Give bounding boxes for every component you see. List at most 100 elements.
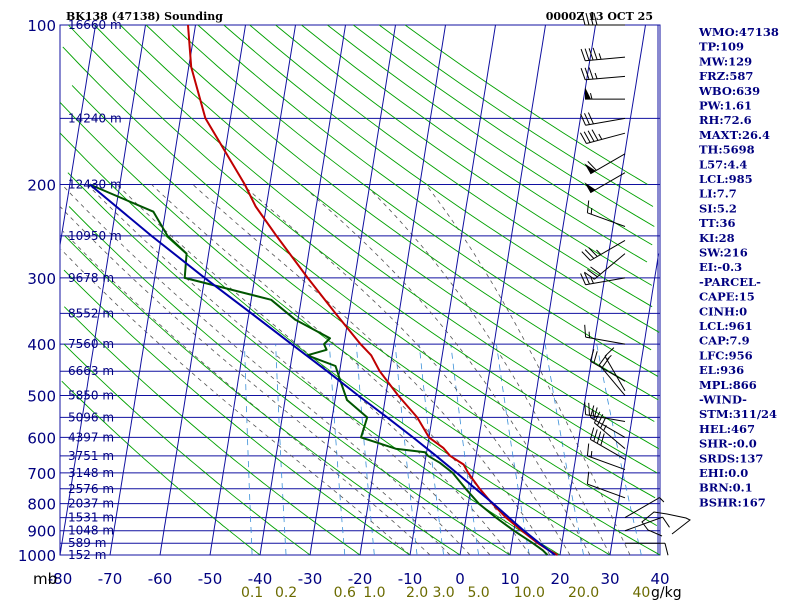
barb-flag [589, 427, 595, 440]
barb-half [590, 451, 593, 458]
pressure-tick-label: 500 [27, 388, 56, 406]
height-label: 8552 m [68, 306, 114, 320]
moist-adiabat [364, 184, 611, 556]
temperature-tick-label: -50 [198, 570, 223, 588]
dry-adiabat [64, 235, 461, 556]
mixing-ratio-tick-label: 40 [632, 585, 650, 600]
mixing-ratio-line [450, 344, 479, 556]
temperature-tick-label: 0 [455, 570, 465, 588]
barb-shaft [587, 483, 626, 499]
dry-adiabat [63, 343, 311, 556]
mixing-ratio-tick-label: 5.0 [467, 585, 489, 600]
temperature-tick-label: 30 [600, 570, 619, 588]
wind-barb [586, 443, 626, 471]
wind-barb [584, 153, 626, 175]
barb-flag [587, 161, 597, 171]
index-line: -WIND- [699, 393, 747, 407]
barb-flag [581, 251, 591, 261]
barb-flag [593, 407, 598, 420]
barb-flag [584, 324, 587, 338]
barb-flag [581, 12, 586, 26]
temperature-tick-label: 10 [500, 570, 519, 588]
wind-barb [584, 253, 626, 280]
barb-flag [588, 48, 594, 61]
sounding-traces [89, 24, 558, 556]
barb-shaft [590, 172, 626, 194]
height-label: 12430 m [68, 178, 122, 192]
isotherm [459, 24, 546, 556]
barb-half [598, 133, 603, 140]
wind-barb [589, 349, 626, 382]
hodograph-trace [641, 511, 691, 537]
barb-shaft [585, 117, 626, 126]
wind-barb [580, 47, 626, 62]
mixing-ratio-lines [244, 344, 642, 556]
dry-adiabat [404, 24, 648, 185]
dry-adiabat [62, 46, 656, 499]
barb-flag [580, 68, 586, 80]
mixing-ratio-tick-label: 0.2 [275, 585, 297, 600]
barb-half [598, 53, 602, 60]
isotherm [409, 24, 496, 556]
barb-shaft [585, 336, 626, 345]
mixing-ratio-tick-label: 1.0 [363, 585, 385, 600]
barb-flag [593, 429, 598, 442]
barb-flag [593, 351, 598, 364]
pressure-tick-label: 100 [27, 17, 56, 35]
pressure-tick-label: 1000 [18, 547, 56, 565]
pressure-tick-label: 300 [27, 270, 56, 288]
wind-barb [581, 240, 626, 261]
index-line: KI:28 [699, 231, 735, 245]
temperature-tick-label: -40 [248, 570, 273, 588]
barb-flag [600, 416, 607, 429]
index-line: CAP:7.9 [699, 334, 750, 348]
wind-barb [593, 411, 626, 450]
barb-flag [579, 132, 587, 144]
wind-barb [598, 354, 626, 396]
index-line: SHR-:0.0 [699, 437, 757, 451]
index-line: FRZ:587 [699, 69, 753, 83]
pressure-tick-label: 600 [27, 429, 56, 447]
wind-barb [604, 347, 626, 392]
temperature-tick-label: -60 [148, 570, 173, 588]
dry-adiabats [59, 24, 661, 556]
barb-flag [662, 516, 670, 528]
index-line: -PARCEL- [699, 275, 761, 289]
temperature-trace [187, 24, 558, 556]
wind-barb [580, 272, 626, 286]
height-label: 589 m [68, 536, 106, 550]
moist-adiabat [242, 184, 571, 556]
barb-flag [584, 113, 590, 125]
barb-flag [587, 130, 595, 142]
barb-half [603, 424, 607, 431]
barb-shaft [590, 416, 626, 438]
barb-flag [588, 67, 594, 80]
isotherm [159, 24, 246, 556]
height-label: 4397 m [68, 430, 114, 444]
barb-shaft [590, 360, 626, 382]
isotherm [359, 24, 446, 556]
pressure-unit-label: mb [33, 570, 57, 588]
dry-adiabat [171, 24, 658, 377]
barb-flag [596, 414, 604, 426]
moist-adiabat [192, 184, 551, 556]
dry-adiabat [71, 85, 658, 526]
temperature-tick-label: -30 [298, 570, 323, 588]
isotherm [309, 24, 396, 556]
barb-flag [588, 402, 590, 416]
parcel-trace [89, 183, 556, 556]
barb-half [590, 92, 593, 100]
barb-flag [589, 349, 595, 362]
mixing-ratio-line [596, 344, 642, 556]
mixing-ratio-tick-label: 0.1 [241, 585, 263, 600]
barb-flag [590, 266, 601, 275]
temperature-tick-label: -70 [98, 570, 123, 588]
temperature-tick-label: 20 [550, 570, 569, 588]
height-label: 14240 m [68, 111, 122, 125]
mixing-ratio-tick-label: 0.6 [334, 585, 356, 600]
isotherm [609, 253, 660, 556]
barb-flag [596, 431, 602, 444]
dry-adiabat [119, 24, 655, 422]
barb-flag [592, 47, 598, 60]
wind-barb [584, 87, 626, 100]
